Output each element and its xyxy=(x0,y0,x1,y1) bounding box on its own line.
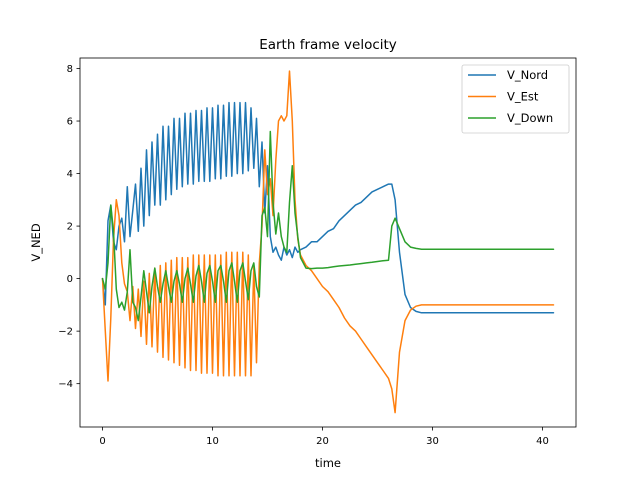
legend-box xyxy=(461,64,570,134)
chart-title: Earth frame velocity xyxy=(259,37,397,53)
y-axis: −4 −2 0 2 4 6 8 xyxy=(58,64,80,390)
series-layer xyxy=(101,70,555,414)
y-tick-label: 2 xyxy=(67,222,73,233)
x-tick-label: 30 xyxy=(426,436,439,447)
y-axis-label: V_NED xyxy=(29,223,43,261)
legend: V_Nord V_Est V_Down xyxy=(461,64,570,134)
series-line-1 xyxy=(101,70,555,414)
series-line-0 xyxy=(101,101,555,314)
x-tick-label: 10 xyxy=(206,436,219,447)
y-tick-label: 0 xyxy=(67,274,73,285)
y-tick-label: −2 xyxy=(58,327,73,338)
x-tick-label: 40 xyxy=(536,436,549,447)
x-tick-label: 20 xyxy=(316,436,329,447)
y-tick-label: 4 xyxy=(67,169,73,180)
series-line-2 xyxy=(101,130,555,322)
y-tick-label: 6 xyxy=(67,117,73,128)
plot-frame xyxy=(79,57,577,428)
legend-label: V_Est xyxy=(507,90,539,104)
x-tick-label: 0 xyxy=(99,436,105,447)
legend-label: V_Down xyxy=(507,111,553,125)
legend-label: V_Nord xyxy=(507,68,548,82)
y-tick-label: 8 xyxy=(67,64,73,75)
y-tick-label: −4 xyxy=(58,379,73,390)
x-axis-label: time xyxy=(315,456,341,470)
x-axis: 0 10 20 30 40 xyxy=(99,427,549,447)
